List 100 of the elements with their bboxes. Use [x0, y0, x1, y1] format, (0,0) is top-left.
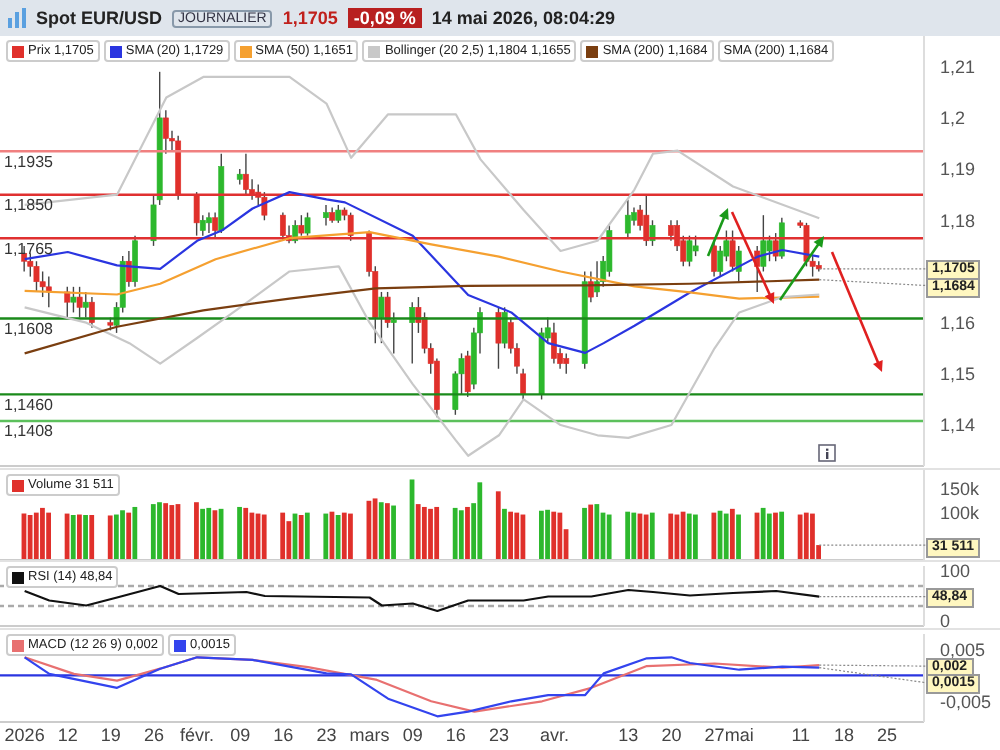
- bar: [539, 510, 544, 560]
- bar: [27, 515, 33, 560]
- ref-line-label: 1,1765: [4, 239, 55, 258]
- y-tick-label: 1,19: [940, 159, 976, 180]
- candlestick: [70, 286, 77, 314]
- bar: [649, 512, 655, 560]
- bar: [335, 515, 341, 560]
- bar: [502, 508, 507, 560]
- candlestick: [766, 234, 773, 262]
- bar: [77, 514, 82, 560]
- x-tick-label: 16: [273, 724, 294, 745]
- bar: [723, 513, 729, 560]
- y-tick-label: -0,005: [940, 691, 992, 712]
- bar: [729, 508, 735, 560]
- bar: [582, 507, 587, 560]
- y-tick-label: 1,14: [940, 415, 976, 436]
- bar: [46, 512, 51, 560]
- candlestick: [501, 306, 508, 349]
- y-tick-label: 1,18: [940, 210, 976, 231]
- bar: [606, 514, 612, 560]
- bar: [477, 482, 483, 560]
- bar: [83, 515, 88, 560]
- bar: [107, 515, 113, 560]
- bar: [779, 511, 785, 560]
- bar: [249, 512, 255, 560]
- bar: [452, 507, 458, 560]
- candlestick: [33, 260, 40, 293]
- x-tick-label: 26: [143, 724, 165, 745]
- bar: [428, 508, 433, 560]
- y-tick-label: 1,2: [940, 108, 966, 129]
- ref-line-label: 1,1608: [4, 319, 55, 338]
- bar: [686, 513, 692, 560]
- text: -0,09 %: [347, 8, 422, 28]
- bar: [89, 515, 95, 560]
- x-tick-label: 23: [488, 724, 509, 745]
- bar: [120, 510, 125, 560]
- text: 14 mai 2026, 08:04:29: [431, 8, 615, 28]
- x-tick-label: mars: [349, 724, 391, 745]
- y-tick-label: 0: [940, 611, 951, 632]
- bar: [200, 508, 205, 560]
- candlestick: [76, 286, 83, 319]
- bar: [70, 515, 76, 560]
- bar: [163, 503, 169, 560]
- candlestick: [390, 311, 397, 355]
- x-tick-label: 16: [445, 724, 466, 745]
- x-tick-label: 25: [877, 724, 898, 745]
- bar: [803, 512, 809, 560]
- y-tick-label: 100: [940, 561, 971, 582]
- bar: [760, 507, 766, 560]
- x-tick-label: 23: [316, 724, 337, 745]
- chart-title: Spot EUR/USD: [36, 8, 162, 28]
- bar: [557, 512, 563, 560]
- bar: [415, 504, 421, 560]
- x-tick-label: 09: [402, 724, 423, 745]
- x-tick-label: 18: [833, 724, 854, 745]
- x-tick-label: 2026: [4, 724, 45, 745]
- x-tick-label: 27: [704, 724, 725, 745]
- bar: [465, 506, 470, 560]
- candlestick: [624, 199, 631, 239]
- bar: [434, 506, 440, 560]
- candlestick: [323, 204, 329, 227]
- bar: [766, 513, 772, 560]
- bar: [194, 502, 199, 560]
- bar: [348, 513, 353, 560]
- candlestick: [711, 240, 717, 278]
- candlestick: [649, 219, 656, 247]
- bar: [33, 512, 39, 560]
- candlestick: [692, 234, 699, 257]
- candlestick: [563, 352, 570, 375]
- candlestick: [45, 275, 52, 309]
- bar: [391, 505, 396, 560]
- bar: [150, 504, 156, 560]
- ref-line-label: 1,1935: [4, 152, 55, 171]
- bar: [280, 512, 286, 560]
- y-tick-label: 0,005: [940, 639, 986, 660]
- x-tick-label: 12: [57, 724, 78, 745]
- bar: [323, 513, 329, 560]
- y-tick-label: 100k: [940, 503, 981, 524]
- y-tick-label: 1,15: [940, 364, 976, 385]
- bar: [625, 511, 631, 560]
- candlestick: [162, 109, 169, 155]
- bar: [711, 512, 717, 560]
- candlestick: [378, 291, 385, 344]
- bar: [304, 512, 310, 560]
- bar: [594, 504, 600, 560]
- ref-line-label: 1,1850: [4, 196, 55, 215]
- bar: [243, 507, 249, 560]
- bar: [113, 514, 119, 560]
- x-tick-label: 19: [100, 724, 121, 745]
- bar: [643, 514, 649, 560]
- bar: [421, 506, 427, 560]
- x-tick-label: mai: [724, 724, 754, 745]
- x-tick-label: avr.: [539, 724, 569, 745]
- bar: [495, 491, 501, 560]
- bar: [588, 504, 594, 560]
- y-tick-label: 1,21: [940, 57, 976, 78]
- text: 1,1705: [282, 8, 338, 28]
- line-series: [23, 584, 821, 613]
- x-tick-label: 13: [618, 724, 639, 745]
- bar: [206, 507, 212, 560]
